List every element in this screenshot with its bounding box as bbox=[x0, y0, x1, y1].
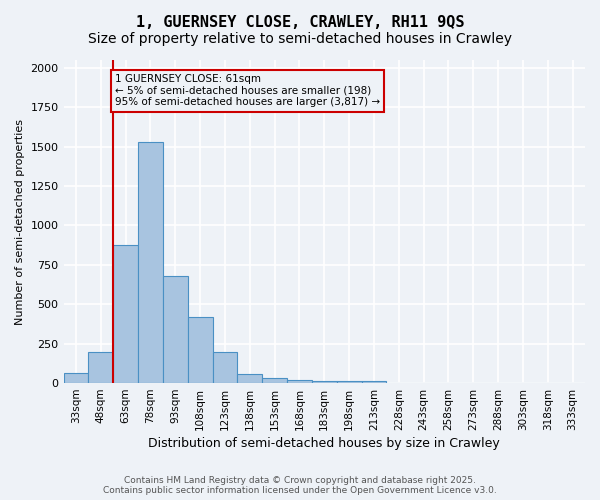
Bar bbox=[188, 317, 212, 383]
X-axis label: Distribution of semi-detached houses by size in Crawley: Distribution of semi-detached houses by … bbox=[148, 437, 500, 450]
Bar bbox=[238, 374, 262, 383]
Bar bbox=[138, 142, 163, 383]
Bar bbox=[262, 378, 287, 383]
Text: 1, GUERNSEY CLOSE, CRAWLEY, RH11 9QS: 1, GUERNSEY CLOSE, CRAWLEY, RH11 9QS bbox=[136, 15, 464, 30]
Bar bbox=[88, 352, 113, 383]
Bar bbox=[362, 380, 386, 383]
Y-axis label: Number of semi-detached properties: Number of semi-detached properties bbox=[15, 118, 25, 324]
Text: Size of property relative to semi-detached houses in Crawley: Size of property relative to semi-detach… bbox=[88, 32, 512, 46]
Bar bbox=[312, 380, 337, 383]
Bar bbox=[113, 245, 138, 383]
Bar bbox=[287, 380, 312, 383]
Bar bbox=[212, 352, 238, 383]
Bar bbox=[337, 380, 362, 383]
Text: Contains HM Land Registry data © Crown copyright and database right 2025.
Contai: Contains HM Land Registry data © Crown c… bbox=[103, 476, 497, 495]
Bar bbox=[64, 373, 88, 383]
Bar bbox=[163, 276, 188, 383]
Text: 1 GUERNSEY CLOSE: 61sqm
← 5% of semi-detached houses are smaller (198)
95% of se: 1 GUERNSEY CLOSE: 61sqm ← 5% of semi-det… bbox=[115, 74, 380, 108]
